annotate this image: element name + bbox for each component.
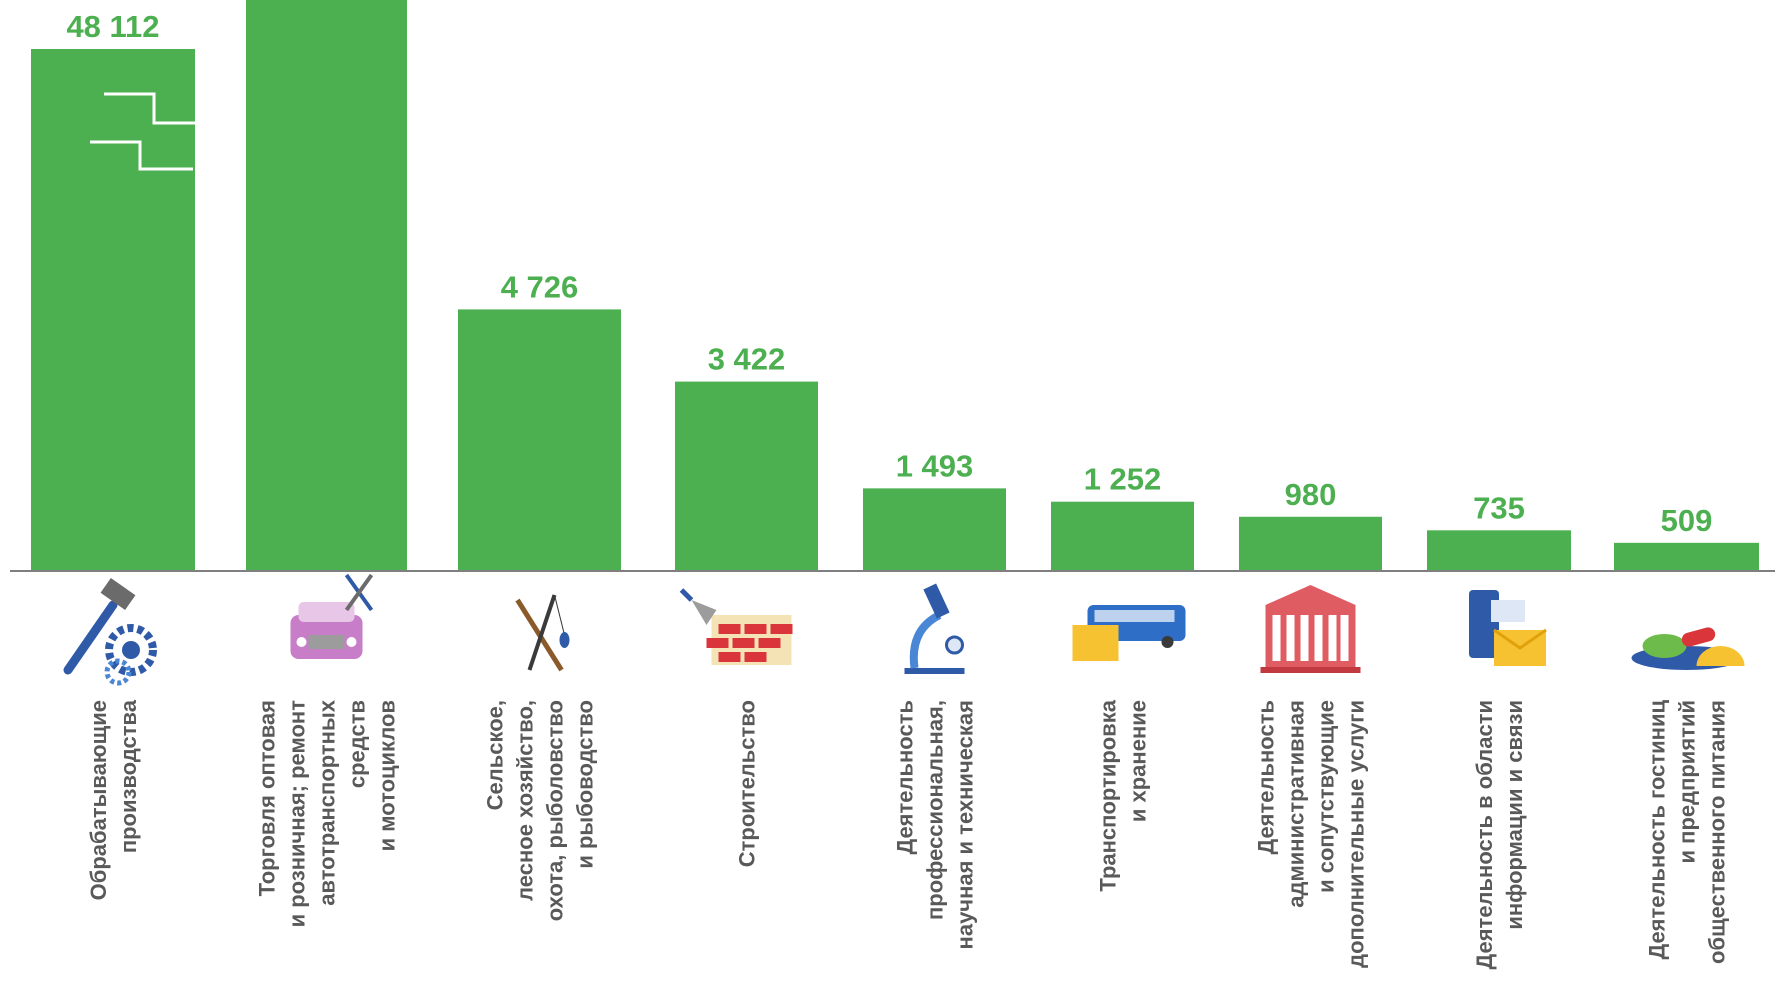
category-label-line: общественного питания	[1705, 700, 1730, 964]
category-label-line: Деятельность в области	[1472, 700, 1497, 969]
category-label-line: и сопутствующие	[1314, 700, 1339, 893]
category-label-line: и хранение	[1126, 700, 1151, 822]
category-label-line: Торговля оптовая	[255, 700, 280, 896]
food-platter-icon	[1631, 627, 1745, 670]
category-label: Обрабатывающие производства	[86, 699, 141, 900]
value-label: 1 252	[1084, 462, 1162, 497]
axis-break-mark	[90, 140, 193, 171]
value-label: 980	[1285, 477, 1337, 512]
category-label: Деятельность профессиональная, научная и т…	[893, 700, 978, 949]
fishing-rod-icon	[515, 594, 570, 672]
hammer-gear-icon	[63, 578, 157, 686]
category-label: Сельское, лесное хозяйство, охота, рыболов…	[483, 700, 598, 921]
category-label: Деятельность в области информации и связи	[1472, 700, 1527, 969]
category-label-line: административная	[1284, 700, 1309, 908]
bar	[1239, 516, 1382, 571]
category-label-line: Строительство	[735, 700, 760, 867]
category-label-line: информации и связи	[1502, 700, 1527, 930]
category-label-line: научная и техническая	[953, 700, 978, 949]
bar	[863, 488, 1006, 571]
category-label-line: лесное хозяйство,	[513, 700, 538, 901]
value-label: 3 422	[708, 342, 786, 377]
building-icon	[1260, 585, 1361, 673]
category-label: Торговля оптовая и розничная; ремонт автот…	[255, 699, 400, 927]
value-label: 509	[1661, 503, 1713, 538]
category-label: Деятельность административная и сопутствую…	[1254, 700, 1369, 968]
bar	[246, 0, 407, 571]
bar	[1614, 542, 1759, 571]
bus-box-icon	[1072, 605, 1186, 661]
category-label-line: Обрабатывающие	[86, 700, 111, 900]
value-label: 48 112	[66, 9, 159, 44]
value-label: 735	[1473, 490, 1525, 525]
bar	[31, 49, 195, 571]
category-label-line: Деятельность	[893, 700, 918, 855]
category-label-line: и мотоциклов	[375, 700, 400, 851]
category-label: Транспортировка и хранение	[1096, 699, 1151, 891]
category-label-line: Деятельность	[1254, 700, 1279, 855]
category-label-line: Транспортировка	[1096, 699, 1121, 891]
category-label-line: автотранспортных	[315, 699, 340, 906]
category-label-line: производства	[116, 699, 141, 853]
microscope-icon	[904, 583, 965, 674]
category-label-line: Деятельность гостиниц	[1645, 700, 1670, 960]
brick-trowel-icon	[679, 588, 793, 665]
category-label: Строительство	[735, 700, 760, 867]
category-label-line: средств	[345, 700, 370, 788]
bar	[675, 381, 818, 571]
category-label-line: и розничная; ремонт	[285, 700, 310, 928]
category-label: Деятельность гостиниц и предприятий общест…	[1645, 700, 1730, 964]
category-label-line: профессиональная,	[923, 700, 948, 920]
category-label-line: Сельское,	[483, 700, 508, 810]
category-label-line: дополнительные услуги	[1344, 700, 1369, 968]
car-repair-icon	[290, 573, 374, 659]
category-label-line: и предприятий	[1675, 700, 1700, 863]
category-label-line: и рыбоводство	[573, 700, 598, 869]
axis-break-mark	[104, 92, 195, 125]
category-label-line: охота, рыболовство	[543, 700, 568, 921]
bar	[1427, 530, 1571, 571]
bar	[458, 309, 621, 571]
phone-mail-icon	[1469, 590, 1547, 666]
value-label: 1 493	[896, 448, 974, 483]
bar	[1051, 501, 1194, 571]
value-label: 4 726	[501, 269, 579, 304]
